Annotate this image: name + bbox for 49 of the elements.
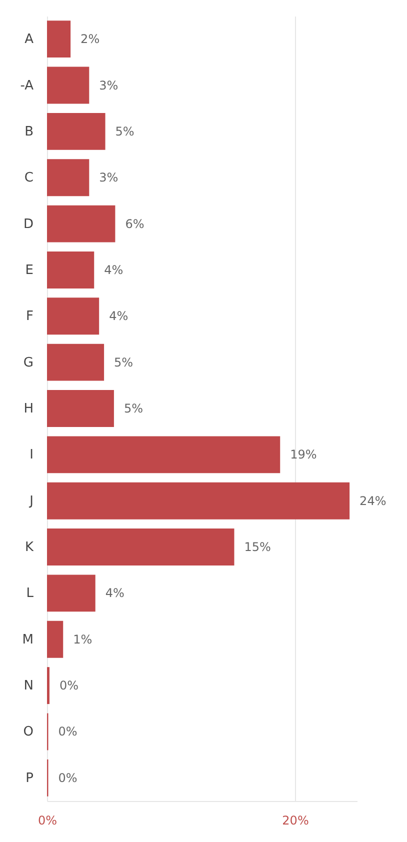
- y-tick-label: H: [24, 402, 34, 416]
- bar: [47, 344, 104, 381]
- y-tick-label: -A: [20, 78, 34, 94]
- data-label: 24%: [360, 494, 386, 508]
- data-label: 4%: [105, 586, 124, 600]
- data-label: 4%: [109, 309, 128, 324]
- data-label: 4%: [104, 262, 124, 277]
- bar: [47, 436, 280, 474]
- data-label: 3%: [99, 170, 118, 185]
- data-label: 0%: [59, 678, 79, 693]
- y-tick-label: E: [25, 262, 34, 278]
- bar: [47, 574, 96, 612]
- bar: [47, 528, 234, 566]
- data-label: 15%: [244, 540, 271, 554]
- bar: [47, 298, 100, 335]
- y-tick-label: F: [26, 309, 34, 324]
- y-tick-label: I: [30, 448, 34, 463]
- y-tick-label: C: [24, 170, 34, 186]
- bar: [47, 390, 114, 427]
- data-label: 0%: [58, 724, 78, 739]
- data-label: 0%: [58, 770, 78, 785]
- data-label: 19%: [290, 448, 317, 462]
- y-tick-label: A: [24, 32, 34, 48]
- data-label: 6%: [125, 216, 144, 231]
- bar: [47, 252, 94, 288]
- y-tick-label: O: [23, 724, 34, 740]
- bar: [47, 205, 116, 242]
- y-tick-label: K: [24, 540, 34, 556]
- bar: [47, 620, 64, 658]
- y-tick-label: B: [24, 124, 34, 140]
- data-label: 3%: [99, 78, 118, 92]
- bar: [47, 20, 71, 58]
- data-label: 1%: [73, 632, 92, 646]
- bar: [47, 112, 106, 150]
- x-tick-label: 20%: [282, 814, 309, 828]
- y-tick-label: N: [24, 678, 34, 694]
- y-tick-label: G: [23, 355, 34, 370]
- y-tick-label: P: [26, 770, 34, 786]
- y-tick-label: M: [22, 632, 34, 648]
- data-label: 2%: [80, 32, 100, 46]
- y-tick-label: D: [23, 216, 34, 232]
- bar: [47, 482, 350, 520]
- bar: [47, 159, 90, 196]
- data-label: 5%: [124, 402, 144, 416]
- bar: [47, 66, 90, 104]
- data-label: 5%: [114, 355, 134, 370]
- y-tick-label: L: [26, 586, 34, 602]
- y-tick-label: J: [28, 494, 34, 509]
- data-label: 5%: [115, 124, 134, 138]
